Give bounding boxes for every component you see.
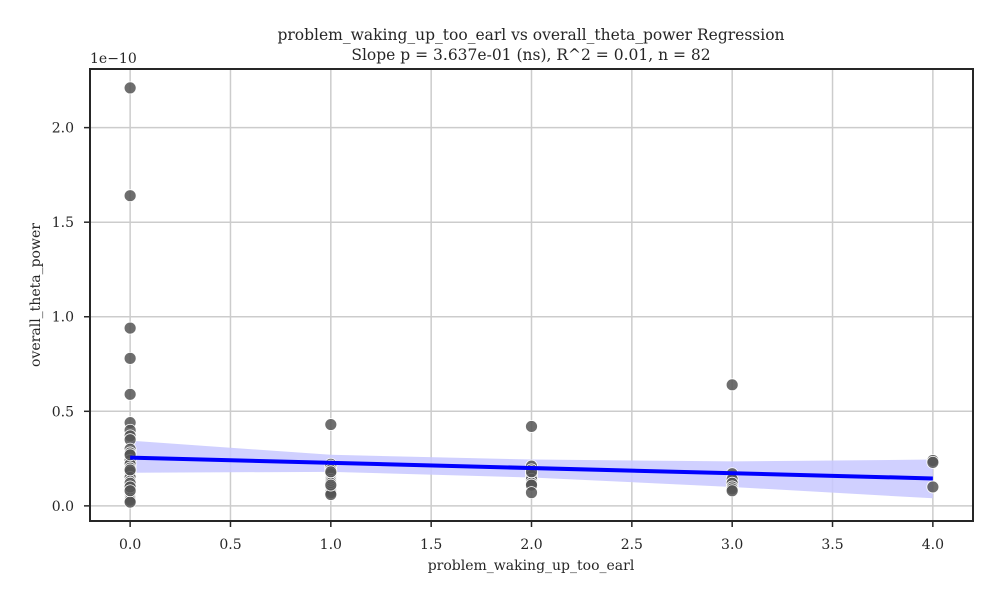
scatter-point [525,486,538,500]
x-tick-label: 1.5 [420,537,442,553]
scatter-point [926,480,940,494]
x-tick-label: 3.5 [821,537,843,553]
regression-line [130,455,933,481]
scatter-point [725,484,739,498]
grid-layer [90,69,973,521]
regression-line-layer [130,455,933,481]
y-tick-label: 1.0 [52,310,74,326]
x-tick-label: 0.5 [219,537,241,553]
scatter-point [123,189,137,203]
scatter-point [123,387,137,401]
y-axis-label: overall_theta_power [28,223,44,367]
scatter-point [926,455,940,469]
scatter-point [324,418,338,431]
x-tick-label: 1.0 [320,537,342,553]
x-axis-label: problem_waking_up_too_earl [428,558,635,574]
y-tick-label: 2.0 [52,121,74,137]
ticks-layer: 0.0 0.5 1.0 1.5 2.0 2.5 3.0 3.5 4.0 0.0 0.5 1.0 1.5 2… [52,121,944,553]
x-tick-label: 2.5 [621,537,643,553]
y-tick-label: 0.5 [52,404,74,420]
x-tick-label: 0.0 [119,537,141,553]
y-tick-label: 1.5 [52,215,74,231]
scatter-point [725,378,739,392]
scatter-point [123,484,137,498]
y-tick-label: 0.0 [52,499,74,515]
x-tick-label: 4.0 [922,537,944,553]
x-tick-label: 2.0 [520,537,542,553]
scatter-point [324,478,338,492]
scatter-point [324,465,338,479]
y-offset-label: 1e−10 [90,51,137,67]
scatter-point [123,463,137,477]
x-tick-label: 3.0 [721,537,743,553]
scatter-point [123,81,137,95]
scatter-point [123,495,137,509]
chart-title: problem_waking_up_too_earl vs overall_th… [277,26,784,44]
scatter-point [123,351,137,365]
chart-subtitle: Slope p = 3.637e-01 (ns), R^2 = 0.01, n … [351,46,710,64]
scatter-point [123,321,137,335]
scatter-point [525,420,538,433]
